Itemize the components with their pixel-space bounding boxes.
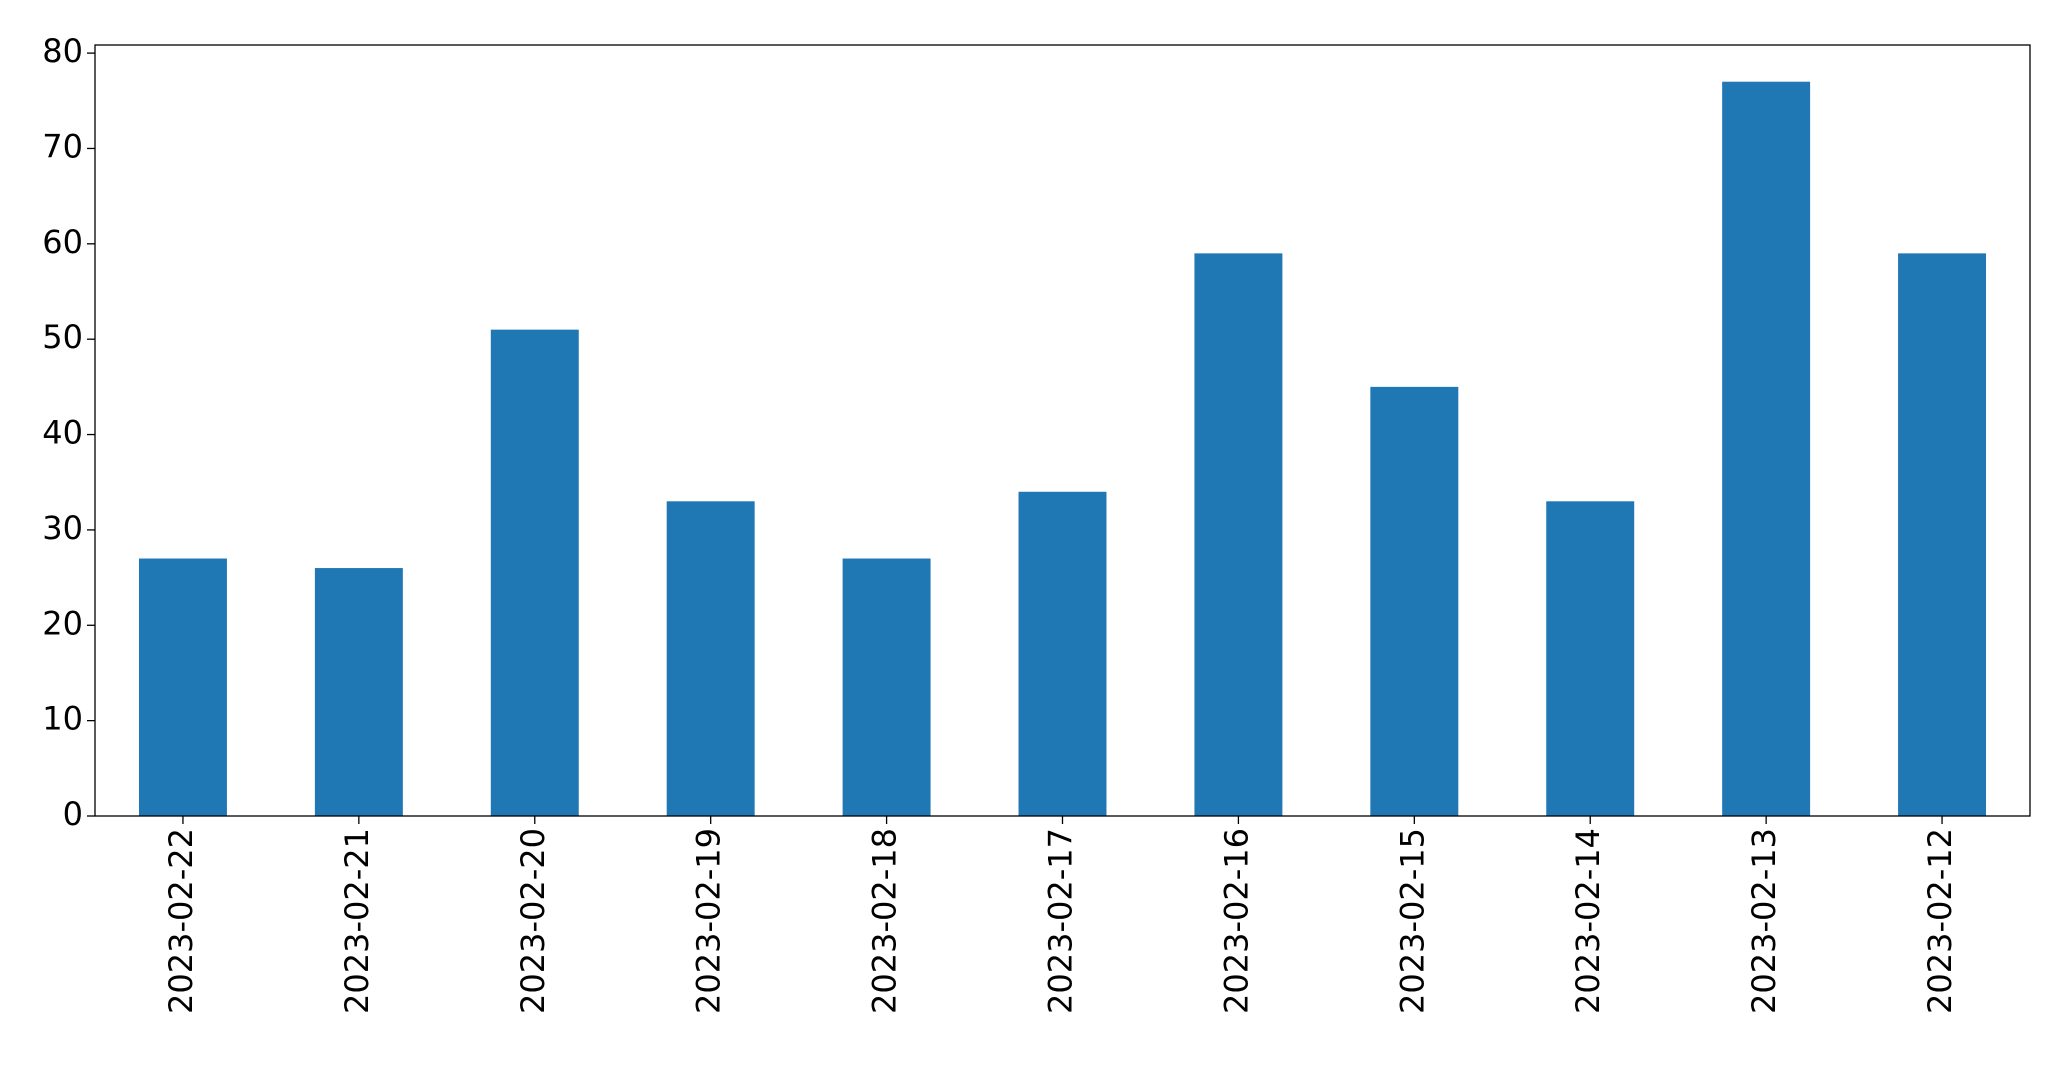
y-tick-label: 30 — [42, 509, 83, 547]
plot-frame — [94, 44, 2031, 817]
y-tick-label: 70 — [42, 127, 83, 165]
x-tick-label: 2023-02-17 — [1042, 828, 1080, 1014]
y-tick-label: 10 — [42, 700, 83, 738]
bar — [1370, 386, 1459, 816]
y-tick-label: 20 — [42, 604, 83, 642]
bar — [314, 568, 403, 816]
x-tick-label: 2023-02-14 — [1569, 828, 1607, 1014]
x-tick-label: 2023-02-12 — [1921, 828, 1959, 1014]
y-tick-label: 50 — [42, 318, 83, 356]
y-tick-label: 40 — [42, 414, 83, 452]
bar — [666, 501, 755, 816]
y-tick-label: 80 — [42, 32, 83, 70]
y-tick-label: 0 — [63, 795, 83, 833]
x-tick-label: 2023-02-15 — [1393, 828, 1431, 1014]
y-tick-label: 60 — [42, 223, 83, 261]
x-tick-label: 2023-02-19 — [690, 828, 728, 1014]
x-tick-label: 2023-02-16 — [1217, 828, 1255, 1014]
bar — [1898, 253, 1987, 817]
x-tick-label: 2023-02-20 — [514, 828, 552, 1014]
bar — [842, 558, 931, 816]
x-tick-label: 2023-02-21 — [338, 828, 376, 1014]
x-tick-label: 2023-02-13 — [1745, 828, 1783, 1014]
bar — [1194, 253, 1283, 817]
bar — [138, 558, 227, 816]
bar — [490, 329, 579, 816]
x-tick-label: 2023-02-18 — [866, 828, 904, 1014]
bar — [1018, 491, 1107, 816]
bar — [1722, 81, 1811, 816]
x-tick-label: 2023-02-22 — [162, 828, 200, 1014]
bar — [1546, 501, 1635, 816]
